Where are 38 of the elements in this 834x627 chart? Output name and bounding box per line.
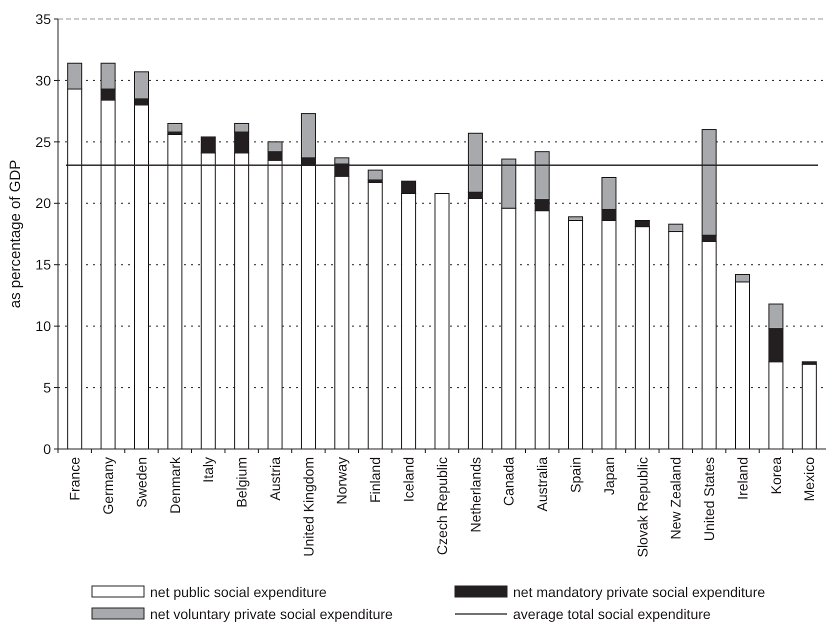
y-tick-label: 20 — [35, 195, 52, 212]
x-tick-label: Belgium — [234, 457, 250, 508]
x-tick-label: Norway — [334, 457, 350, 504]
y-tick-label: 25 — [35, 134, 52, 150]
x-tick-label: Korea — [768, 456, 784, 494]
x-tick-label: Spain — [567, 457, 584, 493]
x-tick-label: Finland — [367, 457, 384, 503]
y-tick-label: 30 — [35, 72, 52, 88]
y-tick-label: 15 — [35, 256, 52, 273]
bar — [167, 122, 182, 133]
x-tick-label: Mexico — [801, 456, 818, 502]
bar — [368, 170, 383, 180]
x-tick-label: Czech Republic — [434, 457, 450, 556]
x-tick-label: New Zealand — [668, 457, 684, 540]
x-tick-label: Germany — [100, 457, 116, 515]
y-tick-label: 0 — [43, 440, 52, 457]
x-tick-label: Sweden — [133, 457, 150, 508]
x-tick-label: Canada — [500, 456, 517, 506]
x-tick-label: United Kingdom — [300, 457, 316, 557]
y-tick-label: 5 — [43, 379, 52, 396]
x-tick-label: Italy — [200, 457, 216, 483]
y-tick-label: 35 — [35, 10, 52, 27]
x-tick-label: Austria — [266, 456, 283, 501]
legend-label: average total social expenditure — [513, 606, 711, 622]
y-tick-label: 10 — [35, 318, 52, 334]
x-tick-label: United States — [701, 457, 718, 542]
x-tick-label: Denmark — [166, 456, 183, 514]
x-tick-label: Japan — [600, 457, 617, 496]
x-tick-label: Iceland — [400, 457, 417, 502]
y-axis-title: as percentage of GDP — [7, 160, 24, 308]
legend-label: net mandatory private social expenditure — [513, 584, 766, 600]
legend-label: net public social expenditure — [150, 584, 327, 600]
x-tick-label: Australia — [534, 456, 550, 512]
x-tick-label: Netherlands — [467, 457, 484, 532]
legend-label: net voluntary private social expenditure — [150, 606, 394, 622]
x-tick-label: France — [66, 456, 83, 501]
x-tick-label: Slovak Republic — [634, 457, 650, 558]
x-tick-label: Ireland — [734, 457, 750, 500]
